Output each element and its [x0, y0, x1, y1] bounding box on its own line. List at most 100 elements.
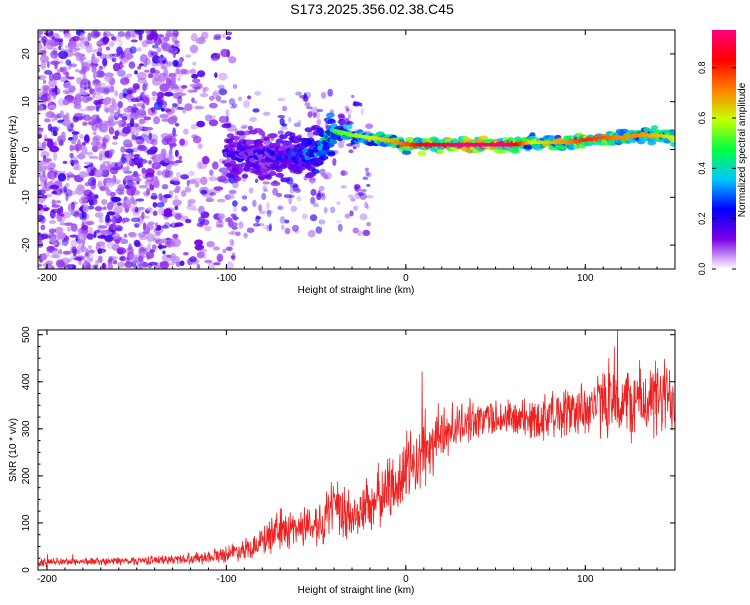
ridge-blob [328, 139, 338, 145]
noise-blob [266, 201, 270, 210]
noise-blob [86, 220, 95, 225]
noise-blob [63, 82, 72, 89]
noise-blob [108, 126, 115, 135]
noise-blob [88, 245, 92, 250]
noise-blob [215, 224, 224, 228]
noise-blob [108, 148, 115, 155]
noise-blob [123, 143, 134, 148]
noise-blob [196, 251, 205, 259]
noise-blob [182, 128, 189, 135]
ridge-blob [282, 141, 291, 147]
noise-blob [310, 196, 316, 205]
noise-blob [111, 36, 117, 41]
noise-blob [122, 116, 127, 124]
noise-blob [97, 255, 103, 264]
noise-blob [124, 155, 133, 159]
noise-blob [230, 255, 236, 260]
noise-blob [208, 102, 218, 109]
noise-blob [243, 232, 248, 239]
noise-blob [172, 103, 178, 108]
noise-blob [148, 160, 153, 165]
noise-blob [295, 91, 302, 96]
noise-blob [180, 69, 191, 75]
noise-blob [101, 198, 108, 205]
top-x-axis-label: Height of straight line (km) [298, 285, 415, 296]
noise-blob [57, 87, 61, 94]
noise-blob [41, 187, 51, 192]
noise-blob [111, 196, 122, 202]
noise-blob [42, 49, 47, 55]
noise-blob [49, 91, 57, 99]
noise-blob [255, 215, 260, 224]
ridge-blob [304, 127, 313, 133]
noise-blob [180, 189, 187, 197]
bottom-y-tick-label: 100 [21, 514, 32, 531]
noise-blob [297, 119, 302, 124]
noise-blob [129, 118, 135, 127]
noise-blob [60, 48, 65, 54]
noise-blob [102, 98, 111, 106]
noise-blob [123, 170, 133, 174]
noise-blob [95, 94, 103, 101]
noise-blob [111, 216, 117, 225]
noise-blob [159, 260, 170, 269]
noise-blob [164, 108, 172, 113]
noise-blob [272, 187, 279, 196]
noise-blob [170, 252, 177, 261]
top-x-tick-label: -100 [216, 273, 236, 284]
noise-blob [75, 255, 85, 261]
noise-blob [138, 250, 148, 256]
noise-blob [42, 92, 51, 102]
noise-blob [107, 263, 114, 269]
noise-blob [147, 150, 151, 155]
noise-blob [142, 229, 149, 234]
noise-blob [364, 201, 369, 209]
noise-blob [117, 69, 126, 77]
noise-blob [120, 146, 126, 153]
noise-blob [59, 213, 65, 217]
noise-blob [84, 261, 89, 266]
noise-blob [145, 207, 153, 212]
noise-blob [287, 116, 292, 123]
noise-blob [222, 248, 227, 254]
noise-blob [225, 109, 230, 118]
noise-blob [213, 34, 222, 38]
noise-blob [106, 211, 116, 216]
noise-blob [120, 255, 126, 262]
noise-blob [215, 95, 222, 102]
noise-blob [174, 185, 181, 194]
noise-blob [123, 107, 132, 113]
noise-blob [114, 239, 121, 244]
noise-blob [109, 167, 119, 175]
noise-blob [327, 88, 334, 97]
noise-blob [41, 233, 49, 240]
ridge-blob [241, 173, 249, 179]
noise-blob [91, 122, 98, 132]
noise-blob [38, 50, 47, 55]
noise-blob [191, 73, 199, 79]
noise-blob [164, 170, 174, 178]
noise-blob [336, 201, 341, 206]
noise-blob [88, 199, 94, 206]
noise-blob [112, 232, 121, 240]
noise-blob [123, 233, 128, 238]
bottom-plot-frame [37, 329, 676, 571]
noise-blob [38, 214, 45, 222]
ridge-blob [650, 125, 659, 131]
noise-blob [40, 61, 47, 70]
noise-blob [209, 169, 214, 176]
noise-blob [156, 47, 162, 53]
noise-blob [41, 46, 48, 50]
noise-blob [200, 176, 208, 185]
noise-blob [76, 164, 82, 172]
noise-blob [96, 51, 103, 57]
noise-blob [292, 187, 299, 191]
noise-blob [121, 217, 130, 223]
noise-blob [92, 87, 102, 96]
noise-blob [92, 136, 100, 142]
noise-blob [98, 216, 104, 224]
noise-blob [38, 127, 44, 133]
noise-blob [197, 36, 205, 43]
noise-blob [277, 130, 284, 135]
